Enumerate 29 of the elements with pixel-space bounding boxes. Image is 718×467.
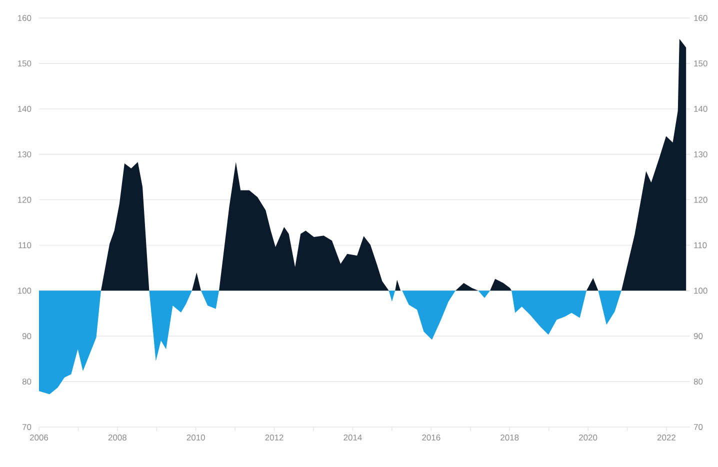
x-tick-label: 2016 — [422, 434, 440, 441]
x-tick-label: 2008 — [108, 434, 126, 441]
y2-tick-label: 70 — [694, 424, 703, 430]
y2-tick-label: 110 — [694, 242, 707, 248]
y-tick-label: 140 — [18, 106, 32, 112]
y2-tick-label: 130 — [694, 151, 708, 158]
y-tick-label: 110 — [18, 242, 32, 248]
x-tick-label: 2018 — [500, 434, 519, 441]
x-tick-label: 2006 — [30, 434, 48, 441]
x-tick-label: 2020 — [579, 434, 598, 441]
y-tick-label: 80 — [22, 378, 32, 385]
y2-tick-label: 90 — [694, 333, 703, 340]
y-tick-label: 160 — [18, 15, 32, 21]
y2-tick-label: 150 — [694, 60, 708, 66]
y-tick-label: 130 — [18, 151, 32, 158]
y-tick-label: 90 — [22, 333, 32, 340]
y2-tick-label: 140 — [694, 106, 708, 112]
y2-tick-label: 120 — [694, 196, 708, 203]
x-tick-label: 2012 — [265, 434, 284, 441]
y-tick-label: 70 — [22, 424, 32, 430]
y-tick-label: 150 — [18, 60, 32, 66]
y2-tick-label: 160 — [694, 15, 708, 21]
x-tick-label: 2010 — [186, 434, 205, 441]
y-tick-label: 120 — [18, 196, 32, 203]
y-tick-label: 100 — [18, 288, 32, 294]
x-tick-label: 2022 — [657, 434, 676, 441]
y2-tick-label: 100 — [694, 288, 708, 294]
x-tick-label: 2014 — [344, 434, 362, 441]
y2-tick-label: 80 — [694, 378, 703, 385]
